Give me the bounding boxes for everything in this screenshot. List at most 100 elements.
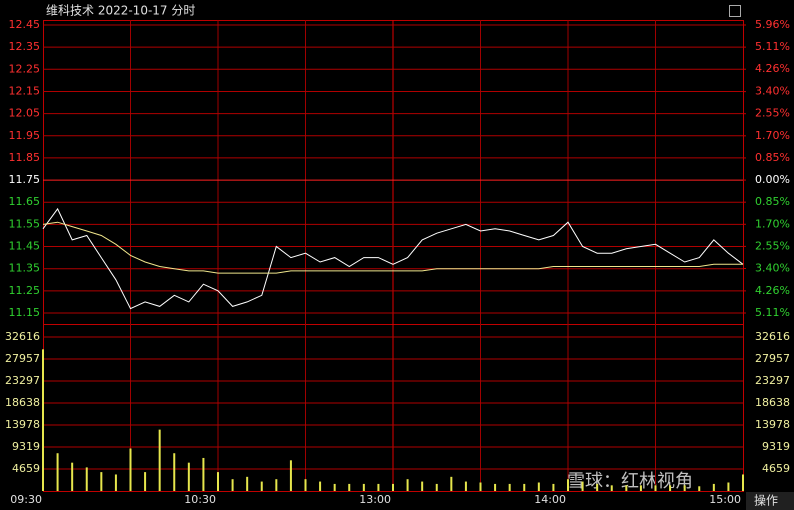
volume-bar — [464, 481, 467, 491]
y2-tick-label: 5.11% — [755, 306, 790, 319]
y2-tick-label: 2.55% — [755, 107, 790, 120]
y2-tick-label: 3.40% — [755, 85, 790, 98]
y2-tick-label: 13978 — [755, 418, 790, 431]
volume-bar — [114, 474, 117, 491]
volume-bar — [435, 483, 438, 491]
y2-tick-label: 4.26% — [755, 284, 790, 297]
volume-bar — [596, 483, 599, 491]
y-tick-label: 11.95 — [9, 129, 41, 142]
volume-bar — [100, 472, 103, 491]
volume-bar — [552, 483, 555, 491]
y2-tick-label: 27957 — [755, 352, 790, 365]
y2-tick-label: 1.70% — [755, 217, 790, 230]
volume-bar — [742, 474, 744, 491]
volume-bar — [392, 483, 394, 491]
volume-bar — [727, 482, 730, 491]
volume-bar — [698, 486, 701, 491]
volume-bar — [639, 485, 642, 491]
volume-bar — [333, 483, 336, 491]
y-tick-label: 12.35 — [9, 40, 41, 53]
x-tick-label: 10:30 — [184, 493, 216, 506]
volume-bar — [654, 485, 657, 491]
volume-bar — [129, 448, 132, 491]
y-tick-label: 9319 — [12, 440, 40, 453]
y-tick-label: 18638 — [5, 396, 40, 409]
volume-bar — [537, 482, 540, 491]
volume-bar — [275, 479, 278, 491]
y-tick-label: 11.35 — [9, 262, 41, 275]
watermark: 雪球：红林视角 — [567, 471, 693, 492]
x-tick-label: 09:30 — [10, 493, 42, 506]
y2-tick-label: 23297 — [755, 374, 790, 387]
price-line — [42, 207, 744, 310]
volume-bar — [610, 485, 613, 491]
y-tick-label: 12.25 — [9, 62, 41, 75]
chart-title: 维科技术 2022-10-17 分时 — [46, 4, 195, 18]
y-tick-label: 13978 — [5, 418, 40, 431]
volume-bar — [217, 472, 219, 491]
y-tick-label: 4659 — [12, 462, 40, 475]
y2-tick-label: 3.40% — [755, 262, 790, 275]
volume-bar — [289, 460, 292, 491]
y2-tick-label: 4.26% — [755, 62, 790, 75]
y2-tick-label: 0.85% — [755, 151, 790, 164]
volume-bar — [158, 429, 161, 491]
y-tick-label: 11.55 — [9, 217, 41, 230]
volume-bar — [479, 482, 482, 491]
volume-bar — [85, 467, 88, 491]
volume-bar — [567, 479, 569, 491]
y2-tick-label: 2.55% — [755, 239, 790, 252]
y-tick-label: 11.75 — [9, 173, 41, 186]
y-tick-label: 12.45 — [9, 18, 41, 31]
x-tick-label: 15:00 — [709, 493, 741, 506]
y-tick-label: 12.05 — [9, 107, 41, 120]
volume-bar — [406, 479, 409, 491]
volume-bar — [625, 485, 628, 491]
volume-bar — [246, 476, 249, 491]
y2-tick-label: 0.00% — [755, 173, 790, 186]
y2-tick-label: 1.70% — [755, 129, 790, 142]
y2-tick-label: 32616 — [755, 330, 790, 343]
y-tick-label: 11.15 — [9, 306, 41, 319]
volume-bar — [348, 483, 351, 491]
window-icon[interactable] — [729, 5, 741, 17]
volume-bar — [231, 479, 234, 491]
action-button[interactable] — [746, 492, 794, 510]
y2-tick-label: 18638 — [755, 396, 790, 409]
volume-bar — [319, 481, 322, 491]
x-tick-label: 13:00 — [359, 493, 391, 506]
volume-bar — [187, 462, 190, 491]
y2-tick-label: 0.85% — [755, 195, 790, 208]
price-line — [42, 221, 743, 274]
volume-bar — [56, 453, 59, 491]
y2-tick-label: 9319 — [762, 440, 790, 453]
volume-bar — [450, 476, 453, 491]
volume-bar — [42, 349, 44, 491]
y-tick-label: 23297 — [5, 374, 40, 387]
volume-bar — [173, 453, 176, 491]
y-tick-label: 12.15 — [9, 84, 41, 97]
volume-bar — [377, 483, 380, 491]
volume-bar — [683, 485, 686, 491]
action-button-label[interactable]: 操作 — [754, 493, 778, 508]
y-tick-label: 32616 — [5, 330, 40, 343]
volume-bar — [669, 485, 672, 491]
volume-bar — [508, 483, 511, 491]
y2-tick-label: 4659 — [762, 462, 790, 475]
y2-tick-label: 5.11% — [755, 40, 790, 53]
x-tick-label: 14:00 — [534, 493, 566, 506]
volume-bar — [494, 483, 497, 491]
volume-bar — [260, 481, 263, 491]
volume-bar — [304, 479, 307, 491]
volume-bar — [71, 462, 74, 491]
y-tick-label: 27957 — [5, 352, 40, 365]
y-tick-label: 11.85 — [9, 151, 41, 164]
volume-bar — [144, 472, 147, 491]
volume-bar — [202, 457, 205, 491]
y2-tick-label: 5.96% — [755, 18, 790, 31]
y-tick-label: 11.65 — [9, 195, 41, 208]
y-tick-label: 11.25 — [9, 284, 41, 297]
volume-bar — [581, 481, 584, 491]
